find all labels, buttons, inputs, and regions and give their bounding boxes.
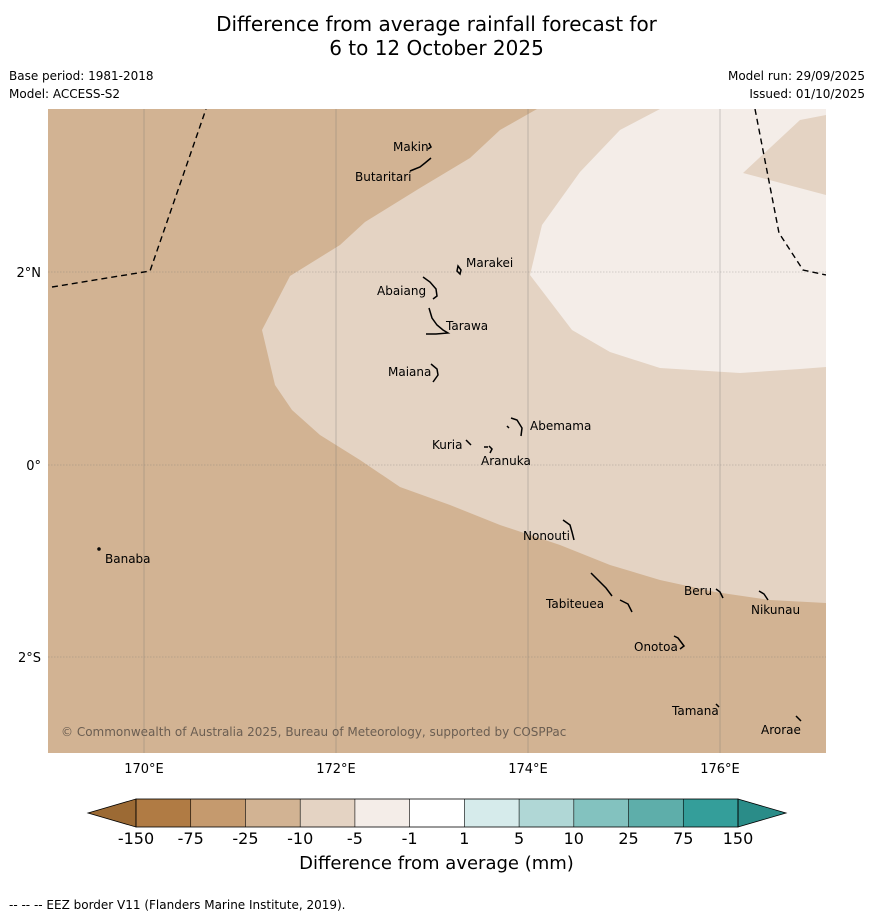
label-abaiang: Abaiang (377, 284, 426, 298)
title-line-2: 6 to 12 October 2025 (329, 36, 544, 60)
island-kuria (465, 439, 472, 446)
colorbar-tick-label: -25 (232, 829, 258, 848)
label-kuria: Kuria (432, 438, 463, 452)
lon-tick-172: 172°E (316, 762, 356, 777)
island-nonouti (562, 519, 575, 541)
base-period: Base period: 1981-2018 (9, 69, 154, 83)
island-banaba (97, 547, 101, 551)
island-aranuka (484, 445, 493, 454)
lat-tick-2n: 2°N (17, 266, 42, 281)
island-butaritari (409, 157, 432, 172)
axis-labels: 170°E 172°E 174°E 176°E 2°N 0° 2°S (17, 266, 740, 777)
eez-border-west (51, 109, 207, 288)
island-abemama (506, 417, 523, 437)
label-onotoa: Onotoa (634, 640, 678, 654)
lon-tick-176: 176°E (700, 762, 740, 777)
island-abaiang (422, 276, 438, 300)
place-labels: Makin Butaritari Marakei Abaiang Tarawa … (105, 140, 801, 737)
zone-dry-5 (530, 109, 826, 373)
colorbar-cell (245, 799, 301, 827)
island-maiana (430, 363, 439, 383)
colorbar-cell (628, 799, 684, 827)
label-nonouti: Nonouti (523, 529, 570, 543)
meta-left: Base period: 1981-2018 Model: ACCESS-S2 (9, 67, 154, 103)
label-makin: Makin (393, 140, 429, 154)
map-title: Difference from average rainfall forecas… (0, 12, 873, 60)
label-arorae: Arorae (761, 723, 801, 737)
label-banaba: Banaba (105, 552, 151, 566)
colorbar-high-extend (737, 798, 788, 828)
colorbar-cell (573, 799, 629, 827)
colorbar-cell (190, 799, 246, 827)
island-tabiteuea (590, 572, 633, 613)
colorbar-cell (136, 799, 192, 827)
colorbar-tick-label: 75 (673, 829, 693, 848)
label-abemama: Abemama (530, 419, 591, 433)
island-arorae (795, 715, 802, 722)
colorbar-tick-label: -1 (402, 829, 418, 848)
label-maiana: Maiana (388, 365, 431, 379)
colorbar-tick-label: 10 (564, 829, 584, 848)
colorbar-tick-label: -150 (118, 829, 154, 848)
model-run: Model run: 29/09/2025 (727, 69, 865, 83)
eez-border-east (754, 109, 826, 276)
colorbar-tick-label: 25 (618, 829, 638, 848)
colorbar-cell (683, 799, 739, 827)
eez-border (51, 109, 826, 288)
colorbar-cell (354, 799, 410, 827)
island-makin (427, 142, 432, 150)
colorbar-tick-label: -75 (178, 829, 204, 848)
issued-date: Issued: 01/10/2025 (749, 87, 865, 101)
label-nikunau: Nikunau (751, 603, 800, 617)
island-beru (715, 588, 724, 599)
colorbar-low-extend (86, 798, 137, 828)
island-tarawa (426, 307, 451, 335)
label-marakei: Marakei (466, 256, 513, 270)
colorbar-cell (519, 799, 575, 827)
label-butaritari: Butaritari (355, 170, 412, 184)
label-tarawa: Tarawa (445, 319, 488, 333)
colorbar-cell (464, 799, 520, 827)
lat-tick-2s: 2°S (18, 651, 41, 666)
colorbar-tick-label: 150 (723, 829, 754, 848)
copyright-notice: © Commonwealth of Australia 2025, Bureau… (61, 725, 566, 739)
island-nikunau (758, 590, 769, 601)
islands (97, 142, 802, 722)
island-marakei (456, 264, 462, 276)
colorbar-tick-label: 5 (514, 829, 524, 848)
lat-tick-0: 0° (26, 459, 41, 474)
colorbar-tick-label: 1 (459, 829, 469, 848)
colorbar-tick-label: -5 (347, 829, 363, 848)
colorbar-cell (409, 799, 465, 827)
colorbar-cell (300, 799, 356, 827)
graticule (48, 109, 826, 753)
eez-footnote: -- -- -- EEZ border V11 (Flanders Marine… (9, 898, 346, 912)
island-onotoa (673, 635, 686, 650)
colorbar: -150 -75 -25 -10 -5 -1 1 5 10 25 75 150 (86, 798, 788, 848)
model-name: Model: ACCESS-S2 (9, 87, 121, 101)
label-beru: Beru (684, 584, 712, 598)
title-line-1: Difference from average rainfall forecas… (216, 12, 657, 36)
label-aranuka: Aranuka (481, 454, 531, 468)
lon-tick-174: 174°E (508, 762, 548, 777)
lon-tick-170: 170°E (124, 762, 164, 777)
label-tamana: Tamana (671, 704, 719, 718)
meta-right: Model run: 29/09/2025 Issued: 01/10/2025 (728, 67, 865, 103)
colorbar-title: Difference from average (mm) (299, 853, 574, 874)
colorbar-tick-label: -10 (287, 829, 313, 848)
label-tabiteuea: Tabiteuea (545, 597, 604, 611)
island-tamana (715, 703, 720, 708)
map-panel: Makin Butaritari Marakei Abaiang Tarawa … (48, 109, 826, 753)
